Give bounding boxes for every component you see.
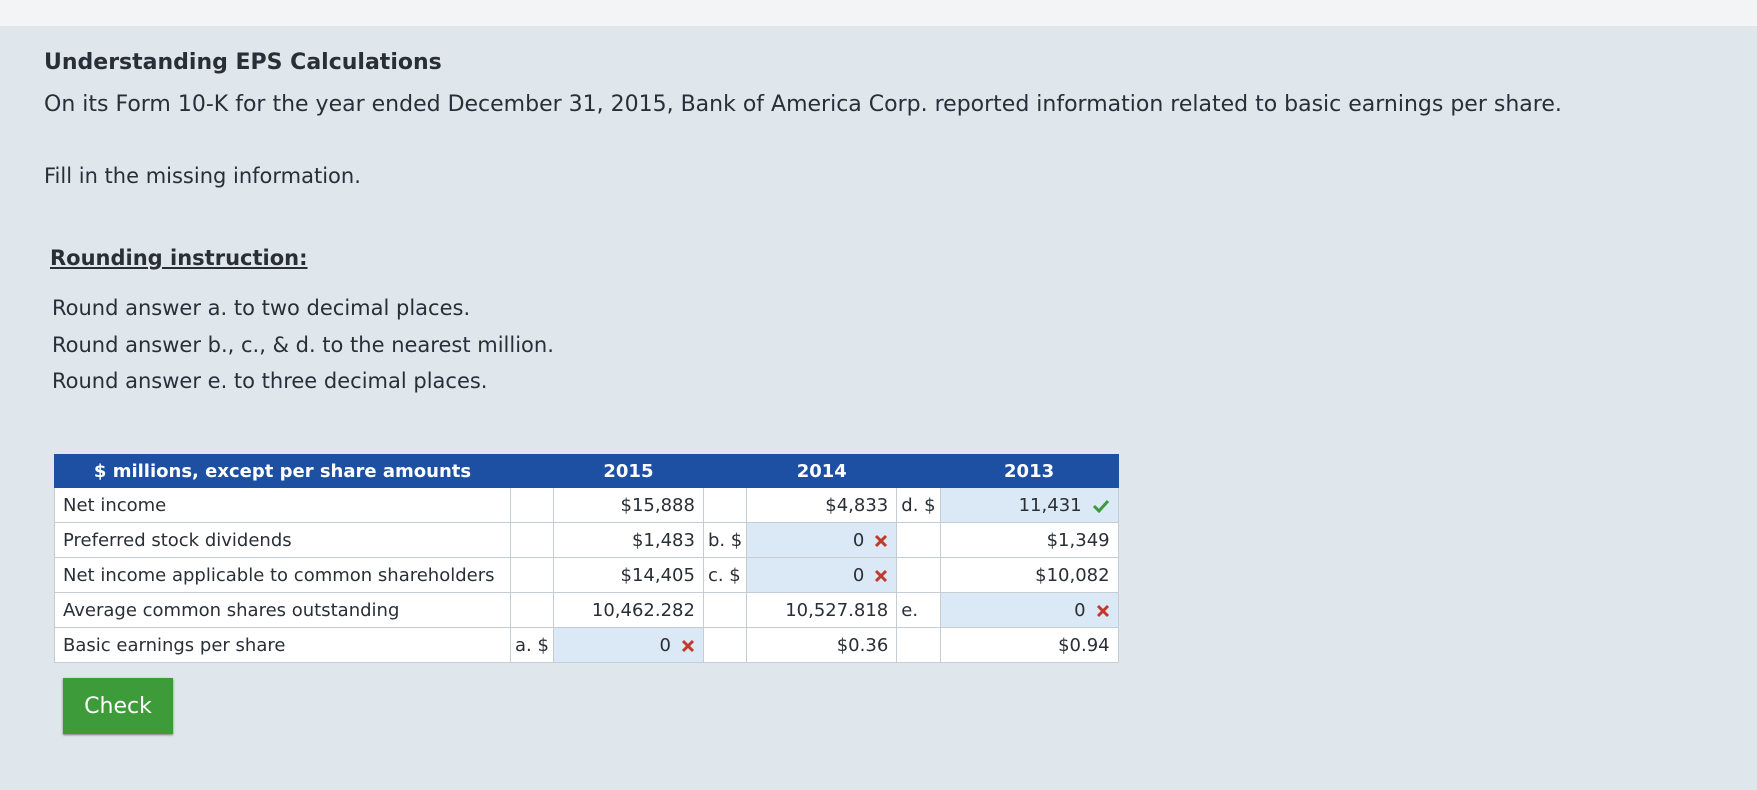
cell-text: Basic earnings per share [63, 634, 286, 656]
answer-input[interactable]: 0 [939, 592, 1119, 628]
answer-prefix: a. $ [510, 627, 554, 663]
cell-text: $1,483 [631, 529, 695, 551]
row-label: Preferred stock dividends [54, 522, 511, 558]
rounding-line: Round answer a. to two decimal places. [52, 296, 471, 320]
answer-input[interactable]: 0 [552, 627, 704, 663]
column-header [896, 454, 941, 488]
cell-text: $10,082 [1035, 564, 1110, 586]
column-header: 2015 [552, 454, 704, 488]
eps-table: $ millions, except per share amounts 201… [54, 454, 1119, 663]
table-row: Net income applicable to common sharehol… [54, 557, 1119, 593]
cell-text: d. $ [901, 494, 936, 516]
value-cell: $14,405 [552, 557, 704, 593]
title: Understanding EPS Calculations [44, 50, 442, 75]
answer-prefix [510, 592, 554, 628]
cell-text: 0 [852, 529, 865, 551]
answer-input[interactable]: 0 [746, 522, 898, 558]
rounding-heading: Rounding instruction: [50, 246, 308, 270]
value-cell: $10,082 [939, 557, 1119, 593]
cell-text: 11,431 [1018, 494, 1082, 516]
answer-prefix: c. $ [702, 557, 748, 593]
value-cell: $4,833 [746, 487, 898, 523]
rounding-line: Round answer e. to three decimal places. [52, 369, 488, 393]
cell-text: $4,833 [825, 494, 889, 516]
answer-prefix [896, 522, 941, 558]
cell-text: $15,888 [620, 494, 695, 516]
answer-prefix [896, 627, 941, 663]
value-cell: 10,462.282 [552, 592, 704, 628]
answer-prefix: e. [896, 592, 941, 628]
column-header [702, 454, 748, 488]
answer-prefix [702, 592, 748, 628]
answer-prefix [510, 487, 554, 523]
cell-text: 0 [852, 564, 865, 586]
answer-prefix [510, 557, 554, 593]
row-label: Average common shares outstanding [54, 592, 511, 628]
answer-prefix [702, 487, 748, 523]
cell-text: 0 [1074, 599, 1086, 621]
column-header: $ millions, except per share amounts [54, 454, 511, 488]
value-cell: $1,483 [552, 522, 704, 558]
answer-prefix: b. $ [702, 522, 748, 558]
check-button[interactable]: Check [63, 678, 173, 734]
answer-prefix [510, 522, 554, 558]
cell-text: $14,405 [620, 564, 695, 586]
row-label: Net income [54, 487, 511, 523]
column-header [510, 454, 554, 488]
incorrect-icon [875, 534, 888, 547]
answer-prefix: d. $ [896, 487, 941, 523]
cell-text: $0.36 [836, 634, 889, 656]
table-row: Preferred stock dividends $1,483 b. $ 0 $1,3… [54, 522, 1119, 558]
value-cell: $0.36 [746, 627, 898, 663]
value-cell: 10,527.818 [746, 592, 898, 628]
value-cell: $15,888 [552, 487, 704, 523]
row-label: Net income applicable to common sharehol… [54, 557, 511, 593]
rounding-line: Round answer b., c., & d. to the nearest… [52, 333, 554, 357]
incorrect-icon [875, 569, 888, 582]
cell-text: 10,462.282 [591, 599, 695, 621]
cell-text: c. $ [707, 564, 741, 586]
answer-prefix [702, 627, 748, 663]
cell-text: 0 [659, 634, 671, 656]
incorrect-icon [1096, 604, 1109, 617]
cell-text: 10,527.818 [785, 599, 889, 621]
cell-text: Average common shares outstanding [63, 599, 400, 621]
top-bar [0, 0, 1757, 26]
table-row: Net income $15,888 $4,833 d. $ 11,431 [54, 487, 1119, 523]
cell-text: e. [901, 599, 919, 621]
table-row: Basic earnings per share a. $ 0 $0.36 $0.94 [54, 627, 1119, 663]
column-header: 2014 [746, 454, 898, 488]
answer-prefix [896, 557, 941, 593]
cell-text: $1,349 [1046, 529, 1110, 551]
cell-text: $0.94 [1058, 634, 1110, 656]
incorrect-icon [681, 639, 694, 652]
header-row: $ millions, except per share amounts 201… [54, 454, 1119, 488]
prompt: Fill in the missing information. [44, 164, 361, 188]
cell-text: a. $ [515, 634, 549, 656]
answer-input[interactable]: 0 [746, 557, 898, 593]
cell-text: Net income [63, 494, 167, 516]
answer-input[interactable]: 11,431 [939, 487, 1119, 523]
cell-text: Preferred stock dividends [63, 529, 292, 551]
value-cell: $0.94 [939, 627, 1119, 663]
table-row: Average common shares outstanding 10,462.… [54, 592, 1119, 628]
row-label: Basic earnings per share [54, 627, 511, 663]
value-cell: $1,349 [939, 522, 1119, 558]
intro: On its Form 10-K for the year ended Dece… [44, 92, 1562, 117]
correct-icon [1092, 499, 1109, 513]
cell-text: Net income applicable to common sharehol… [63, 564, 495, 586]
cell-text: b. $ [707, 529, 743, 551]
column-header: 2013 [939, 454, 1119, 488]
